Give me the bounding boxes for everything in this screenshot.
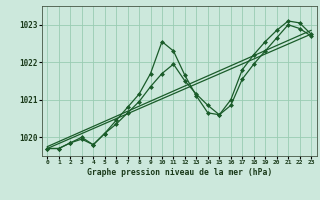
X-axis label: Graphe pression niveau de la mer (hPa): Graphe pression niveau de la mer (hPa): [87, 168, 272, 177]
